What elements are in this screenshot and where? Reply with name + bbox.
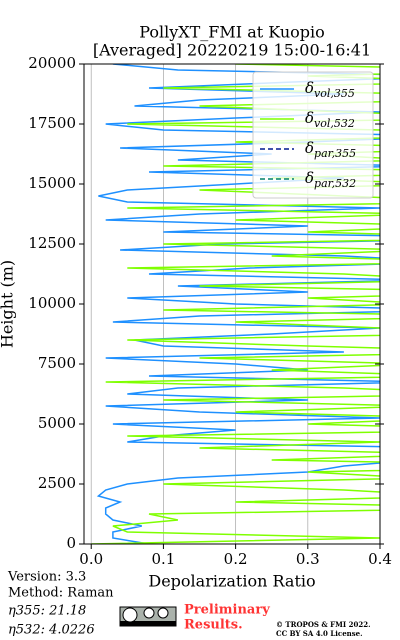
y-tick-label: 2500	[38, 474, 76, 492]
x-tick-label: 0.3	[296, 550, 320, 568]
y-tick-label: 15000	[28, 174, 76, 192]
x-tick-label: 0.2	[224, 550, 248, 568]
x-tick-label: 0.4	[368, 550, 392, 568]
copyright: © TROPOS & FMI 2022.	[276, 620, 371, 629]
y-axis-label: Height (m)	[0, 260, 17, 348]
x-tick-label: 0.0	[79, 550, 103, 568]
legend-frame	[252, 71, 374, 199]
y-tick-label: 5000	[38, 414, 76, 432]
y-tick-label: 20000	[28, 54, 76, 72]
eta-355: η355: 21.18	[8, 604, 86, 619]
notice: Results.	[184, 618, 243, 633]
y-tick-label: 0	[66, 534, 76, 552]
cc-logo	[119, 606, 177, 627]
copyright: CC BY SA 4.0 License.	[276, 629, 363, 638]
axes: 0.0 0.1 0.2 0.3 0.4 0 2500 5000 7500 10000 12500 15…	[28, 54, 392, 568]
y-tick-label: 17500	[28, 114, 76, 132]
y-tick-label: 12500	[28, 234, 76, 252]
y-tick-label: 7500	[38, 354, 76, 372]
x-axis-label: Depolarization Ratio	[148, 572, 315, 591]
plot-frame	[83, 63, 381, 545]
method: Method: Raman	[8, 586, 114, 601]
eta-532: η532: 4.0226	[8, 623, 95, 638]
version: Version: 3.3	[7, 570, 86, 585]
chart-title: PollyXT_FMI at Kuopio	[139, 23, 325, 42]
series-line	[96, 64, 380, 544]
y-tick-label: 10000	[28, 294, 76, 312]
notice: Preliminary	[184, 603, 270, 618]
chart-subtitle: [Averaged] 20220219 15:00-16:41	[93, 41, 371, 60]
x-tick-label: 0.1	[151, 550, 175, 568]
